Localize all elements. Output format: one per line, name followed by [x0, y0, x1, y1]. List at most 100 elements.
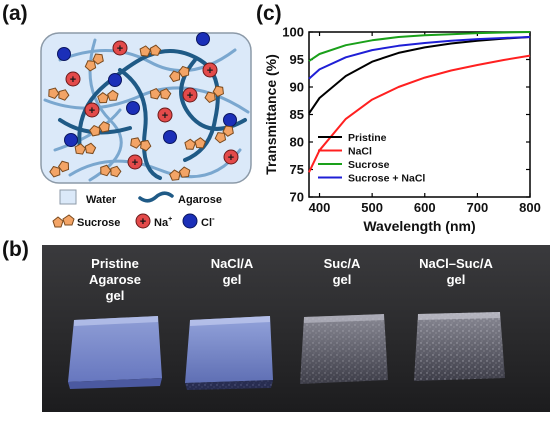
sucrose-molecule — [139, 44, 162, 57]
sucrose-molecule — [48, 87, 70, 101]
agarose-legend-label: Agarose — [178, 194, 222, 206]
sample-caption-nacl: NaCl/A gel — [211, 256, 254, 287]
sucrose-molecule — [49, 160, 70, 178]
y-tick-label: 80 — [290, 135, 304, 150]
sucrose-legend-label: Sucrose — [77, 217, 120, 229]
svg-text:+: + — [162, 110, 168, 122]
sodium-ion: + — [127, 154, 143, 170]
series-line — [308, 31, 531, 62]
sucrose-molecule — [169, 65, 190, 83]
x-tick-label: 700 — [467, 200, 489, 215]
svg-text:+: + — [70, 74, 76, 86]
x-tick-label: 600 — [414, 200, 436, 215]
svg-text:gel: gel — [106, 288, 125, 303]
sucrose-molecule — [89, 121, 110, 137]
chloride-ion — [64, 133, 78, 147]
svg-text:gel: gel — [333, 272, 352, 287]
sample-caption-pristine: Pristine Agarose gel — [89, 256, 141, 303]
legend-label: Pristine — [348, 132, 387, 144]
sample-caption-sucrose: Suc/A gel — [324, 256, 361, 287]
na-legend-label: Na+ — [154, 216, 172, 229]
svg-text:+: + — [117, 43, 123, 55]
sample-caption-nacl-sucrose: NaCl–Suc/A gel — [419, 256, 493, 287]
panel-label-c: (c) — [256, 2, 282, 25]
y-tick-label: 100 — [282, 25, 304, 40]
chart-series — [308, 31, 531, 173]
y-tick-label: 90 — [290, 80, 304, 95]
sucrose-legend-icon — [52, 214, 75, 228]
gel-sample-nacl-sucrose — [414, 312, 505, 381]
sucrose-molecules — [48, 44, 234, 181]
x-tick-label: 800 — [519, 200, 541, 215]
ions: + + + + + + + + — [57, 32, 239, 170]
x-tick-label: 500 — [361, 200, 383, 215]
sucrose-molecule — [100, 164, 122, 178]
water-legend-label: Water — [86, 194, 117, 206]
legend-label: Sucrose — [348, 159, 390, 171]
sucrose-molecule — [149, 87, 172, 100]
sucrose-molecule — [214, 125, 234, 144]
water-legend-swatch — [59, 189, 77, 205]
gel-sample-pristine — [68, 316, 162, 389]
panel-label-b: (b) — [2, 238, 29, 261]
schematic-panel: + + + + + + + + — [40, 32, 252, 184]
agarose-chain — [77, 49, 220, 162]
chloride-ion — [196, 32, 210, 46]
sucrose-molecule — [204, 85, 224, 104]
legend-label: NaCl — [348, 146, 372, 158]
sucrose-molecule — [84, 53, 104, 72]
na-legend-icon: + — [135, 213, 151, 229]
svg-text:gel: gel — [223, 272, 242, 287]
agarose-chain — [118, 68, 162, 180]
sodium-ion: + — [65, 71, 81, 87]
sodium-ion: + — [202, 62, 218, 78]
svg-text:Agarose: Agarose — [89, 272, 141, 287]
svg-text:+: + — [89, 105, 95, 117]
chloride-ion — [126, 101, 140, 115]
agarose-chain — [68, 148, 242, 179]
sucrose-molecule — [130, 137, 152, 152]
sucrose-molecule — [74, 142, 97, 155]
x-tick-label: 400 — [309, 200, 331, 215]
svg-text:+: + — [140, 216, 146, 228]
chloride-ion — [57, 47, 71, 61]
cl-legend-icon — [182, 213, 198, 229]
x-axis-label: Wavelength (nm) — [363, 218, 475, 234]
y-axis-label: Transmittance (%) — [263, 54, 279, 175]
sodium-ion: + — [182, 87, 198, 103]
y-tick-label: 85 — [290, 107, 304, 122]
sodium-ion: + — [223, 149, 239, 165]
svg-text:+: + — [187, 90, 193, 102]
svg-text:+: + — [228, 152, 234, 164]
series-line — [308, 54, 531, 173]
panel-label-a: (a) — [2, 2, 28, 25]
chloride-ion — [163, 130, 177, 144]
agarose-legend-swatch — [138, 191, 174, 203]
svg-text:Pristine: Pristine — [91, 256, 139, 271]
sodium-ion: + — [84, 102, 100, 118]
chloride-ion — [108, 73, 122, 87]
svg-text:+: + — [132, 157, 138, 169]
svg-text:+: + — [207, 65, 213, 77]
gel-sample-sucrose — [300, 314, 388, 384]
sucrose-molecule — [169, 166, 191, 181]
series-line — [308, 36, 531, 80]
svg-text:gel: gel — [447, 272, 466, 287]
legend-label: Sucrose + NaCl — [348, 173, 425, 185]
y-tick-label: 95 — [290, 52, 304, 67]
gel-sample-nacl — [185, 316, 273, 390]
schematic-legend: Water Agarose Sucrose + Na+ Cl- — [52, 189, 222, 229]
sodium-ion: + — [112, 40, 128, 56]
sucrose-molecule — [97, 89, 119, 104]
svg-text:NaCl–Suc/A: NaCl–Suc/A — [419, 256, 493, 271]
sodium-ion: + — [157, 107, 173, 123]
chart-axes: 400 500 600 700 800 70 75 80 85 90 95 100 — [282, 25, 541, 216]
series-line — [308, 36, 531, 114]
y-tick-label: 75 — [290, 162, 304, 177]
svg-text:NaCl/A: NaCl/A — [211, 256, 254, 271]
y-tick-label: 70 — [290, 190, 304, 205]
svg-text:Suc/A: Suc/A — [324, 256, 361, 271]
